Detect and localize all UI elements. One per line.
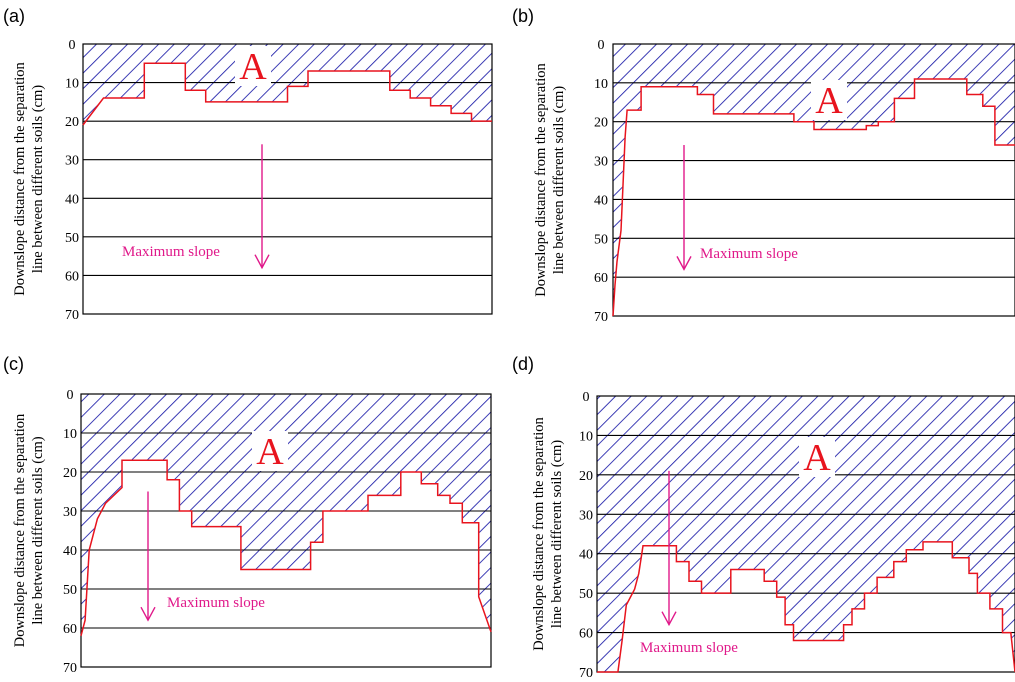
plot-frame <box>82 43 493 315</box>
region-a-hatched <box>597 396 1015 672</box>
panel-label: (d) <box>512 354 534 374</box>
y-tick-label: 30 <box>579 508 593 523</box>
region-label: A <box>815 80 843 122</box>
y-tick-label: 60 <box>63 622 77 637</box>
panel-b: (b) 0 10 20 30 40 50 60 70 Downslope distance f… <box>512 6 1015 325</box>
y-tick-label: 10 <box>579 429 593 444</box>
region-label-background <box>252 431 288 471</box>
gridlines <box>81 432 491 629</box>
y-tick-label: 70 <box>594 310 608 325</box>
plot-frame <box>80 393 492 668</box>
y-axis-title-line2: line between different soils (cm) <box>549 440 565 628</box>
region-a-hatched <box>83 44 492 125</box>
y-tick-label: 60 <box>594 271 608 286</box>
region-label-background <box>235 46 271 86</box>
panel-c: (c) 0 10 20 30 40 50 60 70 Downslope distance f… <box>3 354 492 676</box>
y-tick-labels: 0 10 20 30 40 50 60 70 <box>579 390 593 681</box>
y-tick-label: 60 <box>579 627 593 642</box>
panel-label: (b) <box>512 6 534 26</box>
y-tick-label: 0 <box>598 38 605 53</box>
y-tick-label: 0 <box>583 390 590 405</box>
soil-boundary-line <box>82 62 492 126</box>
y-tick-label: 50 <box>65 231 79 246</box>
arrow-head-icon <box>676 256 692 271</box>
gridlines <box>597 434 1015 634</box>
y-tick-label: 40 <box>63 544 77 559</box>
maximum-slope-label: Maximum slope <box>122 244 220 260</box>
y-axis-title-line1: Downslope distance from the separation <box>12 413 28 647</box>
y-tick-label: 0 <box>67 388 74 403</box>
plot-frame <box>596 395 1015 673</box>
y-tick-label: 0 <box>69 38 76 53</box>
maximum-slope-label: Maximum slope <box>700 246 798 262</box>
y-axis-title-line1: Downslope distance from the separation <box>531 416 547 650</box>
y-axis-title-line2: line between different soils (cm) <box>30 436 46 624</box>
arrow-head-icon <box>661 611 677 627</box>
y-tick-label: 70 <box>65 308 79 323</box>
y-tick-label: 30 <box>594 155 608 170</box>
y-tick-label: 20 <box>594 116 608 131</box>
y-tick-label: 50 <box>579 587 593 602</box>
y-axis-title-line2: line between different soils (cm) <box>30 85 46 273</box>
region-label: A <box>803 437 831 479</box>
y-tick-label: 60 <box>65 269 79 284</box>
y-tick-label: 20 <box>579 469 593 484</box>
soil-boundary-line <box>597 541 1015 673</box>
y-tick-label: 40 <box>65 192 79 207</box>
y-tick-label: 40 <box>594 193 608 208</box>
y-tick-labels: 0 10 20 30 40 50 60 70 <box>63 388 77 676</box>
y-tick-label: 10 <box>63 427 77 442</box>
y-tick-label: 10 <box>594 77 608 92</box>
maximum-slope-label: Maximum slope <box>640 640 738 656</box>
y-tick-label: 50 <box>594 232 608 247</box>
maximum-slope-label: Maximum slope <box>167 595 265 611</box>
y-tick-label: 20 <box>65 115 79 130</box>
arrow-head-icon <box>140 606 156 622</box>
region-label-background <box>811 80 847 120</box>
plot-frame <box>612 43 1015 317</box>
y-tick-label: 30 <box>65 154 79 169</box>
y-tick-label: 20 <box>63 466 77 481</box>
panel-a: (a) 0 10 20 30 40 50 60 70 Downslope distance f… <box>3 6 493 323</box>
y-axis-title-line1: Downslope distance from the separation <box>12 61 28 295</box>
soil-boundary-line <box>612 78 1015 317</box>
region-label: A <box>256 431 284 473</box>
panel-d: (d) 0 10 20 30 40 50 60 70 Downslope distance f… <box>512 354 1015 681</box>
y-axis-title-line2: line between different soils (cm) <box>551 86 567 274</box>
y-tick-label: 70 <box>579 666 593 681</box>
gridlines <box>83 82 492 276</box>
y-tick-labels: 0 10 20 30 40 50 60 70 <box>594 38 608 325</box>
y-tick-labels: 0 10 20 30 40 50 60 70 <box>65 38 79 323</box>
panel-label: (c) <box>3 354 24 374</box>
arrow-head-icon <box>254 254 270 270</box>
region-label-background <box>799 437 835 477</box>
y-tick-label: 10 <box>65 77 79 92</box>
y-tick-label: 40 <box>579 548 593 563</box>
y-tick-label: 50 <box>63 583 77 598</box>
y-tick-label: 70 <box>63 661 77 676</box>
y-axis-title-line1: Downslope distance from the separation <box>533 62 549 296</box>
panel-label: (a) <box>3 6 25 26</box>
region-a-hatched <box>81 394 491 636</box>
soil-boundary-line <box>80 459 492 636</box>
y-tick-label: 30 <box>63 505 77 520</box>
region-label: A <box>239 46 267 88</box>
